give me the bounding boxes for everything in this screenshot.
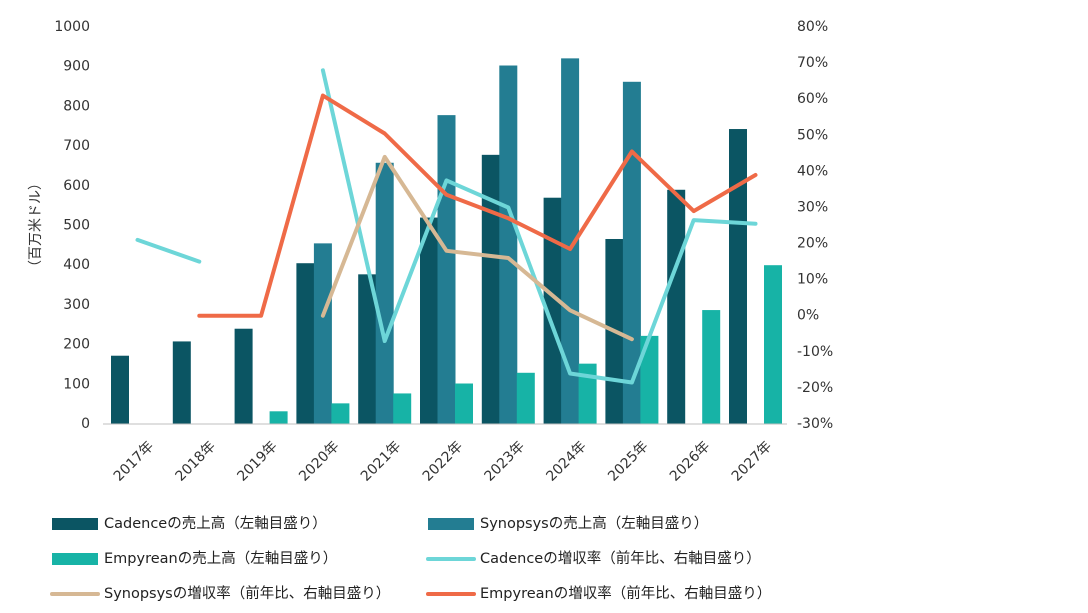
right-tick-label: 60% [797, 91, 828, 107]
x-tick-label: 2023年 [482, 438, 528, 484]
bar-series-1 [420, 217, 438, 424]
legend-label: Synopsysの増収率（前年比、右軸目盛り） [104, 585, 390, 602]
left-tick-label: 300 [63, 297, 90, 313]
right-tick-label: 40% [797, 163, 828, 179]
bar-series-1 [481, 154, 500, 425]
bar-series-3 [455, 383, 473, 424]
legend-item: Empyreanの売上高（左軸目盛り） [52, 550, 337, 567]
bar-series-1 [729, 129, 747, 425]
left-tick-label: 800 [63, 98, 90, 114]
y-axis-label: （百万米ドル） [28, 176, 44, 274]
line-series-1 [135, 237, 202, 264]
legend-label: Empyreanの増収率（前年比、右軸目盛り） [480, 585, 771, 602]
left-tick-label: 400 [63, 257, 90, 273]
bar-series-3 [764, 265, 782, 424]
bar-series-1 [172, 341, 191, 424]
bar-series-3 [702, 310, 721, 424]
right-tick-label: -10% [797, 344, 833, 360]
right-tick-label: 50% [797, 127, 828, 143]
legend-item: Cadenceの売上高（左軸目盛り） [52, 515, 327, 532]
bar-series-2 [437, 115, 456, 424]
bar-series-3 [516, 372, 535, 424]
legend-item: Cadenceの増収率（前年比、右軸目盛り） [426, 550, 761, 567]
x-tick-label: 2026年 [667, 438, 713, 484]
legend-swatch [52, 553, 98, 565]
x-tick-label: 2025年 [605, 438, 651, 484]
legend-label: Synopsysの売上高（左軸目盛り） [480, 515, 708, 532]
legend-swatch [428, 518, 474, 530]
left-tick-label: 100 [63, 376, 90, 392]
right-tick-label: 10% [797, 272, 828, 288]
legend-item: Synopsysの売上高（左軸目盛り） [428, 515, 708, 532]
bar-series-2 [499, 65, 518, 424]
bars [111, 58, 782, 425]
bar-series-1 [296, 263, 315, 424]
bar-series-3 [393, 393, 412, 424]
legend-label: Cadenceの増収率（前年比、右軸目盛り） [480, 550, 761, 567]
legend: Cadenceの売上高（左軸目盛り） Synopsysの売上高（左軸目盛り） Emp… [50, 515, 771, 602]
left-tick-label: 500 [63, 218, 90, 234]
x-tick-label: 2022年 [420, 438, 466, 484]
bar-series-1 [358, 274, 377, 424]
left-tick-label: 700 [63, 138, 90, 154]
right-axis-ticks: -30% -20% -10% 0% 10% 20% 30% 40% 50% 60% 70% 80% [797, 19, 833, 432]
bar-series-3 [640, 335, 659, 424]
legend-label: Cadenceの売上高（左軸目盛り） [104, 515, 327, 532]
legend-label: Empyreanの売上高（左軸目盛り） [104, 550, 337, 567]
bar-series-2 [375, 162, 394, 425]
right-tick-label: -20% [797, 380, 833, 396]
left-tick-label: 600 [63, 178, 90, 194]
bar-series-2 [313, 243, 332, 424]
line-series-2 [320, 154, 634, 342]
x-tick-label: 2021年 [358, 438, 404, 484]
x-tick-label: 2027年 [729, 438, 775, 484]
x-tick-label: 2018年 [173, 438, 219, 484]
right-tick-label: -30% [797, 416, 833, 432]
x-tick-label: 2017年 [111, 438, 157, 484]
x-axis-ticks: 2017年 2018年 2019年 2020年 2021年 2022年 2023年 2024年… [111, 438, 775, 484]
bar-series-1 [543, 197, 562, 424]
bar-series-1 [667, 189, 686, 424]
legend-item: Synopsysの増収率（前年比、右軸目盛り） [50, 585, 390, 602]
bar-series-1 [111, 355, 129, 424]
lines [135, 68, 758, 385]
x-tick-label: 2020年 [296, 438, 342, 484]
legend-swatch [52, 518, 98, 530]
left-tick-label: 200 [63, 337, 90, 353]
bar-series-2 [622, 81, 641, 424]
line-series-3 [197, 93, 758, 318]
x-tick-label: 2024年 [543, 438, 589, 484]
bar-series-1 [234, 328, 253, 424]
right-tick-label: 0% [797, 308, 819, 324]
bar-series-3 [269, 411, 288, 424]
bar-series-3 [578, 363, 597, 424]
bar-series-3 [331, 403, 350, 424]
right-tick-label: 80% [797, 19, 828, 35]
legend-item: Empyreanの増収率（前年比、右軸目盛り） [426, 585, 771, 602]
right-tick-label: 30% [797, 199, 828, 215]
left-tick-label: 1000 [54, 19, 90, 35]
left-tick-label: 0 [81, 416, 90, 432]
right-tick-label: 70% [797, 55, 828, 71]
x-tick-label: 2019年 [234, 438, 280, 484]
left-tick-label: 900 [63, 59, 90, 75]
line-series-1 [320, 68, 758, 385]
left-axis-ticks: 0 100 200 300 400 500 600 700 800 900 1000 [54, 19, 90, 432]
right-tick-label: 20% [797, 236, 828, 252]
bar-series-2 [561, 58, 580, 424]
